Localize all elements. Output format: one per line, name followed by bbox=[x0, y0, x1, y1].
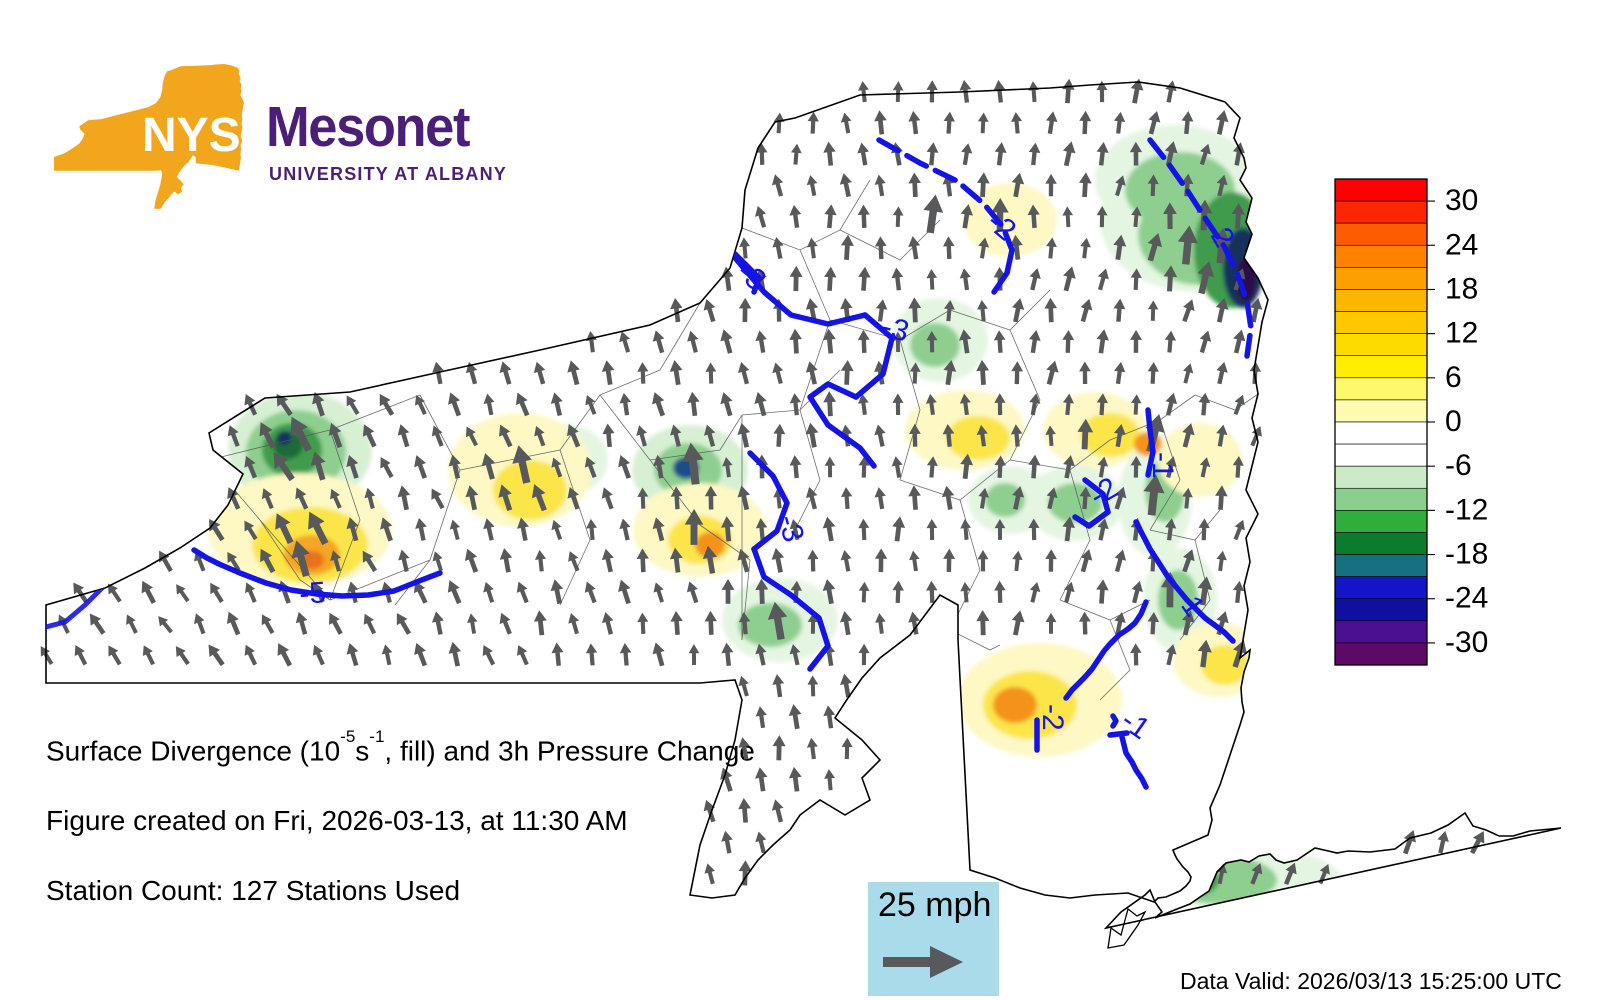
svg-text:0: 0 bbox=[1445, 405, 1462, 438]
svg-text:30: 30 bbox=[1445, 184, 1478, 217]
svg-text:-2: -2 bbox=[1036, 704, 1069, 731]
svg-text:-12: -12 bbox=[1445, 493, 1488, 526]
svg-text:6: 6 bbox=[1445, 361, 1462, 394]
svg-text:-5: -5 bbox=[298, 576, 327, 611]
svg-text:-24: -24 bbox=[1445, 582, 1488, 615]
svg-text:-30: -30 bbox=[1445, 626, 1488, 659]
svg-text:-18: -18 bbox=[1445, 538, 1488, 571]
svg-text:-6: -6 bbox=[1445, 449, 1472, 482]
svg-text:-3: -3 bbox=[771, 511, 810, 545]
svg-text:24: 24 bbox=[1445, 228, 1478, 261]
svg-text:18: 18 bbox=[1445, 272, 1478, 305]
svg-text:-1: -1 bbox=[1146, 452, 1179, 479]
svg-text:12: 12 bbox=[1445, 317, 1478, 350]
